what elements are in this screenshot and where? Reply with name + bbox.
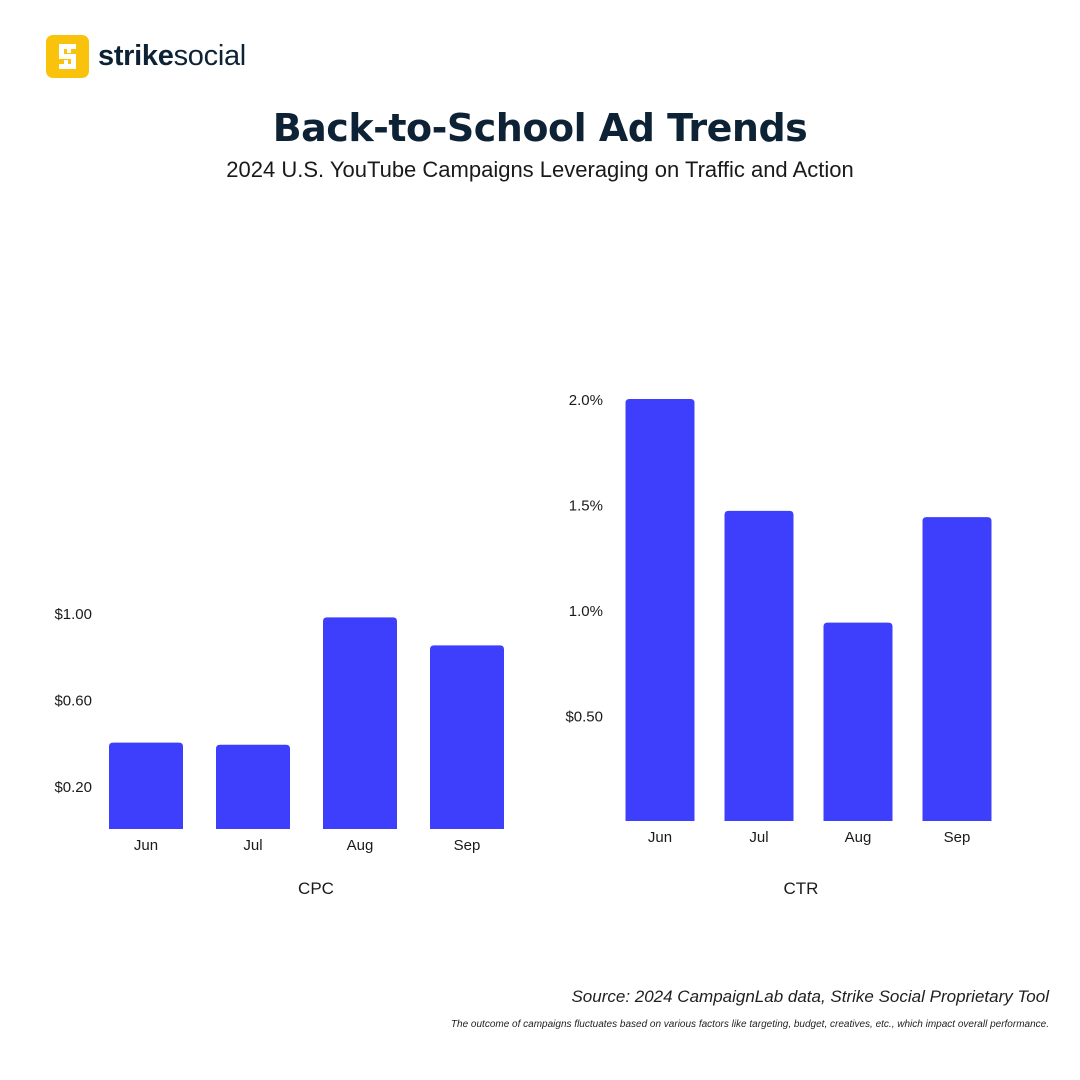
chart-ctr-bar-jul (724, 510, 794, 821)
chart-cpc-xlabel: CPC (298, 879, 334, 898)
chart-cpc-bar-sep (430, 645, 504, 829)
chart-ctr-category-label: Jul (749, 829, 768, 846)
page-title: Back-to-School Ad Trends (272, 106, 808, 150)
brand-name: strikesocial (98, 40, 246, 73)
chart-ctr-ytick-label: $0.50 (565, 709, 603, 726)
chart-cpc-category-label: Jun (134, 837, 158, 854)
chart-ctr-xlabel: CTR (784, 879, 819, 898)
disclaimer-note: The outcome of campaigns fluctuates base… (450, 1019, 1049, 1030)
chart-ctr-category-label: Aug (845, 829, 872, 846)
chart-ctr-category-label: Sep (944, 829, 971, 846)
chart-cpc-ytick-label: $0.60 (54, 692, 92, 709)
chart-cpc-category-label: Aug (347, 837, 374, 854)
chart-cpc-bar-jun (109, 742, 183, 829)
chart-ctr-ytick-label: 1.5% (569, 498, 603, 515)
chart-cpc-bar-aug (323, 617, 397, 829)
chart-cpc-ytick-label: $1.00 (54, 606, 92, 623)
chart-ctr-ytick-label: 2.0% (569, 392, 603, 409)
chart-ctr-ytick-label: 1.0% (569, 603, 603, 620)
chart-ctr-bar-aug (823, 622, 893, 821)
chart-cpc-bar-jul (216, 744, 290, 829)
chart-ctr-bar-jun (625, 399, 695, 821)
brand-name-regular: social (173, 39, 247, 72)
strike-social-s-icon (46, 34, 89, 78)
brand-logo: strikesocial (46, 34, 246, 78)
source-note: Source: 2024 CampaignLab data, Strike So… (571, 987, 1049, 1006)
chart-ctr-bar-sep (922, 517, 992, 821)
chart-cpc-category-label: Jul (243, 837, 262, 854)
page-subtitle: 2024 U.S. YouTube Campaigns Leveraging o… (226, 157, 854, 182)
chart-cpc-ytick-label: $0.20 (54, 779, 92, 796)
brand-name-bold: strike (98, 39, 174, 72)
chart-ctr-category-label: Jun (648, 829, 672, 846)
chart-cpc-category-label: Sep (454, 837, 481, 854)
